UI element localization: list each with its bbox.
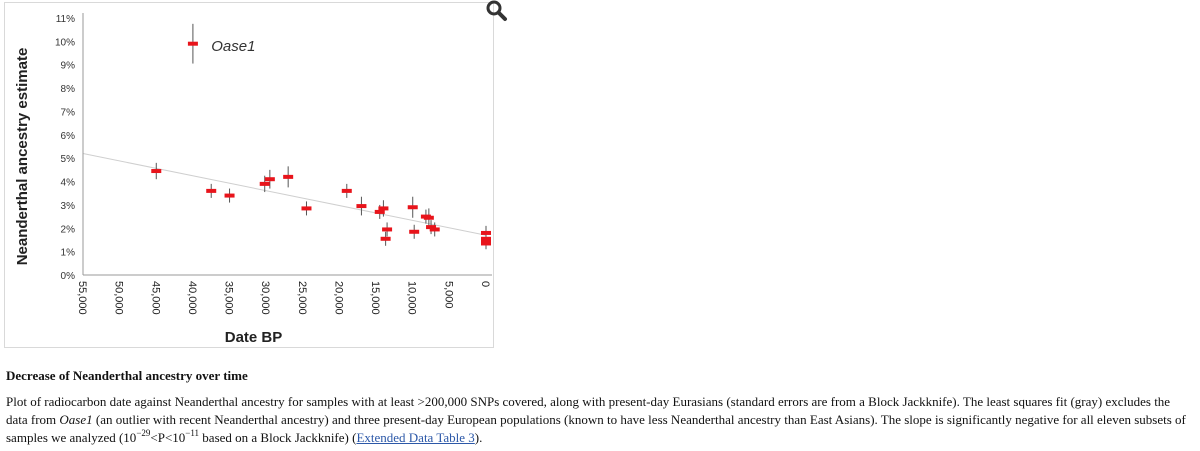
data-point (382, 227, 393, 232)
data-point (341, 188, 352, 193)
y-tick-label: 5% (61, 154, 76, 165)
data-point (374, 209, 385, 214)
data-point (481, 236, 491, 241)
x-tick-label: 45,000 (149, 281, 161, 315)
data-point (264, 177, 275, 182)
y-tick-label: 1% (61, 248, 76, 259)
extended-data-table-link[interactable]: Extended Data Table 3 (356, 430, 475, 445)
x-tick-label: 30,000 (259, 281, 271, 315)
data-point (423, 215, 434, 220)
figure-caption-text: Plot of radiocarbon date against Neander… (6, 393, 1194, 447)
caption-exponent: −29 (136, 428, 151, 438)
magnifier-icon[interactable] (484, 0, 510, 22)
caption-text-part: Plot of radiocarbon date against Neander… (6, 394, 1171, 427)
data-point (301, 206, 312, 211)
data-point (356, 204, 367, 209)
x-tick-label: 5,000 (442, 281, 454, 309)
y-axis-title: Neanderthal ancestry estimate (14, 48, 31, 266)
x-tick-label: 15,000 (369, 281, 381, 315)
caption-text-part: (an outlier with recent Neanderthal ance… (6, 412, 1186, 445)
data-point (224, 193, 235, 198)
caption-text-part: ). (474, 430, 483, 445)
y-tick-label: 2% (61, 224, 76, 235)
point-annotation: Oase1 (211, 38, 255, 55)
data-point (259, 181, 270, 186)
x-tick-label: 20,000 (332, 281, 344, 315)
figure-panel: 0% 1% 2% 3% 4% 5% 6% 7% 8% 9% 10% 11% 55,000 50,000 45… (4, 2, 494, 348)
scatter-chart: 0% 1% 2% 3% 4% 5% 6% 7% 8% 9% 10% 11% 55,000 50,000 45… (14, 13, 492, 346)
data-point (407, 205, 418, 210)
caption-text-part: based on a Block Jackknife) ( (199, 430, 357, 445)
y-tick-label: 11% (56, 14, 75, 25)
data-point (283, 174, 294, 179)
y-tick-label: 3% (61, 201, 76, 212)
x-tick-label: 0 (479, 281, 491, 287)
x-tick-label: 35,000 (223, 281, 235, 315)
y-tick-label: 6% (61, 131, 76, 142)
y-tick-label: 8% (61, 84, 76, 95)
data-point (151, 169, 162, 174)
y-tick-label: 9% (61, 61, 76, 72)
x-tick-label: 50,000 (113, 281, 125, 315)
x-axis-title: Date BP (225, 329, 283, 346)
data-point (187, 41, 198, 46)
data-point (481, 241, 491, 246)
y-tick-label: 10% (55, 37, 75, 48)
data-point (426, 225, 437, 230)
y-tick-label: 7% (61, 107, 76, 118)
data-point (429, 227, 440, 232)
x-tick-label: 40,000 (186, 281, 198, 315)
least-squares-fit-line (82, 153, 487, 236)
data-point (481, 230, 491, 235)
y-tick-label: 0% (61, 271, 76, 282)
data-point (409, 229, 420, 234)
caption-exponent: −11 (185, 428, 200, 438)
caption-text-part: <P<10 (150, 430, 186, 445)
data-point (378, 206, 389, 211)
x-tick-label: 10,000 (406, 281, 418, 315)
data-point (206, 188, 217, 193)
x-tick-label: 55,000 (76, 281, 88, 315)
x-tick-label: 25,000 (296, 281, 308, 315)
figure-caption-title: Decrease of Neanderthal ancestry over ti… (6, 368, 248, 383)
data-point (380, 236, 391, 241)
y-tick-label: 4% (61, 178, 76, 189)
caption-sample-name: Oase1 (59, 412, 93, 427)
